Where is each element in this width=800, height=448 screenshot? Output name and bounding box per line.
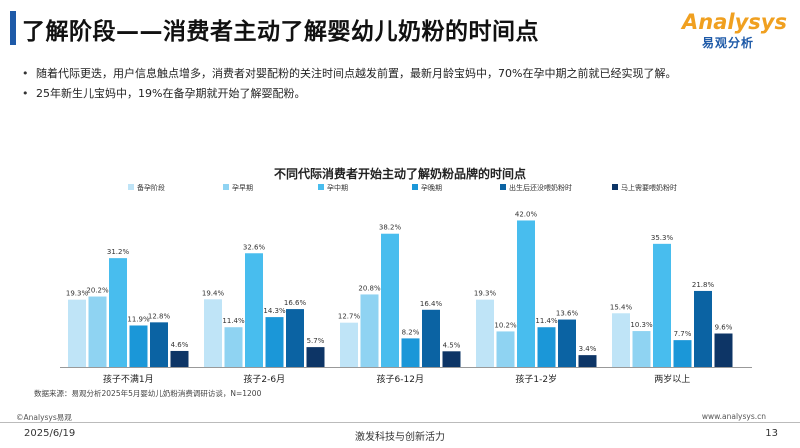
bar: [442, 351, 461, 367]
bar-value-label: 31.2%: [107, 248, 130, 256]
bar-value-label: 19.3%: [66, 290, 89, 298]
logo-brand: Analysys: [682, 10, 787, 34]
category-label: 孩子1-2岁: [515, 373, 557, 385]
bar: [340, 322, 358, 367]
legend-label: 备孕阶段: [137, 183, 165, 192]
bar: [714, 333, 733, 367]
bar-value-label: 11.4%: [535, 317, 558, 325]
bar: [558, 319, 576, 367]
bullet-1: 随着代际更迭，用户信息触点增多，消费者对婴配粉的关注时间点越发前置，最新月龄宝妈…: [22, 64, 782, 84]
bar-value-label: 8.2%: [402, 328, 420, 336]
bar-value-label: 16.4%: [420, 300, 443, 308]
bar: [632, 331, 651, 367]
bar: [653, 243, 671, 367]
bar-value-label: 11.4%: [222, 317, 245, 325]
footer-slogan: 激发科技与创新活力: [355, 432, 445, 443]
bar: [265, 317, 284, 367]
summary-bullets: 随着代际更迭，用户信息触点增多，消费者对婴配粉的关注时间点越发前置，最新月龄宝妈…: [22, 64, 782, 104]
legend-swatch: [223, 184, 229, 190]
bar-value-label: 13.6%: [556, 310, 579, 318]
category-label: 两岁以上: [654, 373, 690, 385]
bar: [694, 290, 712, 367]
legend-swatch: [412, 184, 418, 190]
data-source-note: 数据来源：易观分析2025年5月婴幼儿奶粉消费调研访谈，N=1200: [34, 389, 262, 398]
title-accent-bar: [10, 11, 16, 45]
legend-label: 孕晚期: [421, 183, 442, 192]
bar: [88, 296, 107, 367]
legend-label: 马上需要喂奶粉时: [621, 183, 677, 192]
bar: [306, 347, 325, 367]
bar: [129, 325, 148, 367]
bar: [612, 313, 630, 367]
bar-value-label: 10.3%: [630, 321, 653, 329]
bullet-2: 25年新生儿宝妈中，19%在备孕期就开始了解婴配粉。: [22, 84, 782, 104]
bar: [286, 309, 304, 367]
bar-value-label: 35.3%: [651, 234, 674, 242]
bar: [537, 327, 556, 367]
bar: [517, 220, 535, 367]
analysys-logo: Analysys 易观分析: [678, 10, 787, 54]
legend-label: 出生后还没喂奶粉时: [509, 183, 572, 192]
page-title: 了解阶段——消费者主动了解婴幼儿奶粉的时间点: [22, 19, 539, 45]
bar-value-label: 38.2%: [379, 224, 402, 232]
legend-swatch: [612, 184, 618, 190]
bar-value-label: 42.0%: [515, 210, 538, 218]
bar-value-label: 20.2%: [86, 287, 109, 295]
bar: [68, 299, 86, 367]
bar: [381, 233, 399, 367]
bar-value-label: 4.6%: [171, 341, 189, 349]
bar: [360, 294, 379, 367]
bar-value-label: 19.4%: [202, 289, 225, 297]
bar: [673, 340, 692, 367]
bar: [204, 299, 222, 367]
bar-value-label: 19.3%: [474, 290, 497, 298]
bar: [422, 309, 440, 367]
bar: [150, 322, 168, 367]
bar-value-label: 3.4%: [579, 345, 597, 353]
footer-divider: [0, 422, 800, 423]
bar: [109, 258, 127, 367]
bar-value-label: 20.8%: [358, 284, 381, 292]
legend-swatch: [128, 184, 134, 190]
bar: [224, 327, 243, 367]
bar: [496, 331, 515, 367]
bar: [245, 253, 263, 367]
bar: [578, 355, 597, 367]
bar-value-label: 4.5%: [443, 341, 461, 349]
copyright-text: ©Analysys易观: [16, 413, 72, 422]
bar-value-label: 15.4%: [610, 303, 633, 311]
legend-swatch: [318, 184, 324, 190]
bar-value-label: 12.8%: [148, 312, 171, 320]
bar-value-label: 10.2%: [494, 321, 517, 329]
chart-title: 不同代际消费者开始主动了解奶粉品牌的时间点: [273, 167, 526, 181]
bar-value-label: 14.3%: [263, 307, 286, 315]
legend-label: 孕中期: [327, 183, 348, 192]
bar-value-label: 9.6%: [715, 324, 733, 332]
page-number: 13: [765, 428, 778, 439]
footer-date: 2025/6/19: [24, 428, 76, 439]
bar-value-label: 12.7%: [338, 313, 361, 321]
bar: [170, 350, 189, 367]
category-label: 孩子不满1月: [103, 373, 154, 385]
bar-value-label: 11.9%: [127, 315, 150, 323]
bar-value-label: 16.6%: [284, 299, 307, 307]
category-label: 孩子2-6月: [243, 373, 285, 385]
category-label: 孩子6-12月: [377, 373, 424, 385]
bar-value-label: 32.6%: [243, 243, 266, 251]
legend-label: 孕早期: [232, 184, 253, 192]
website-text: www.analysys.cn: [701, 412, 766, 421]
bar: [401, 338, 420, 367]
bar-value-label: 21.8%: [692, 281, 715, 289]
bar-value-label: 5.7%: [307, 337, 325, 345]
bar-value-label: 7.7%: [674, 330, 692, 338]
legend-swatch: [500, 184, 506, 190]
logo-chinese: 易观分析: [702, 36, 755, 50]
bar: [476, 299, 494, 367]
